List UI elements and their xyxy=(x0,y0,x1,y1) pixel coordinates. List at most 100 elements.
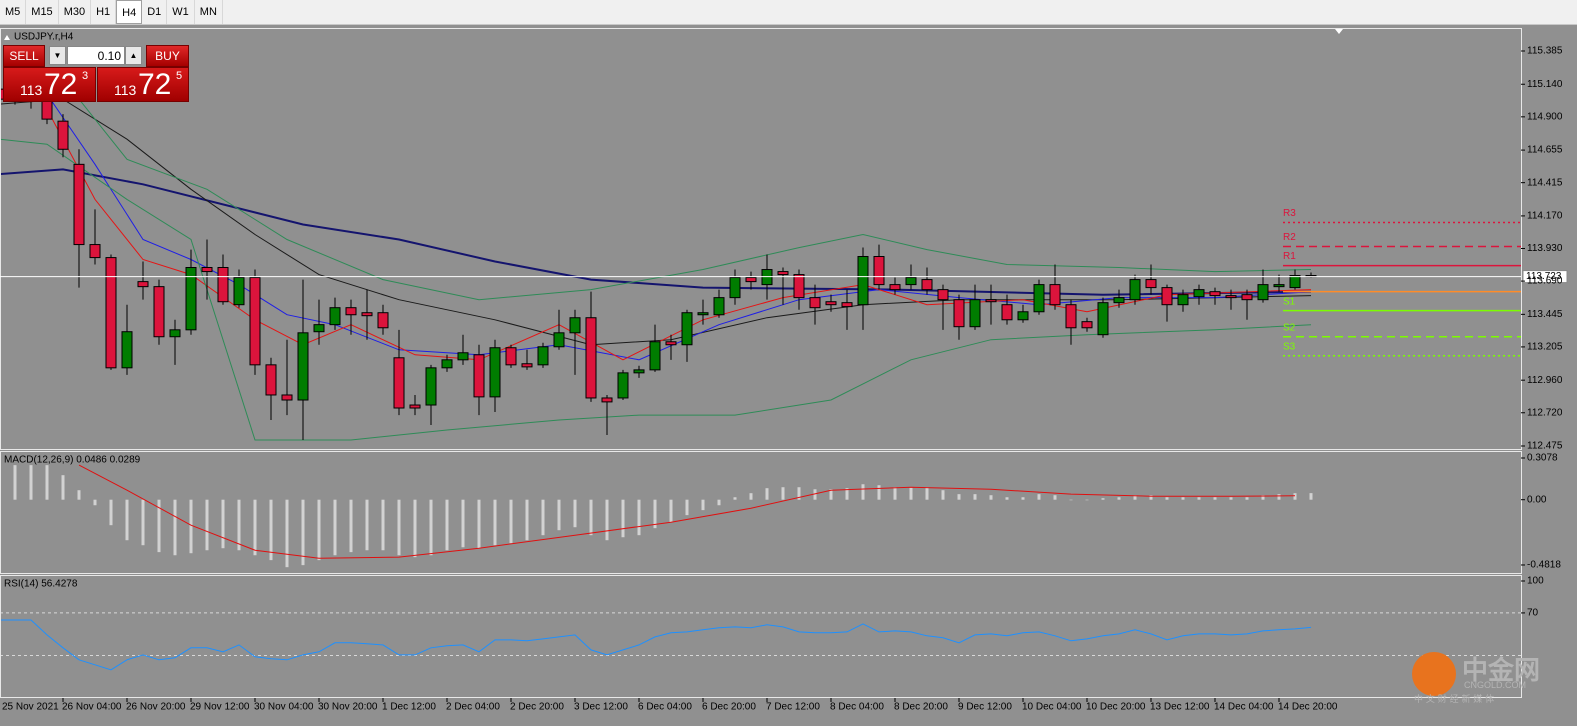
candle-body xyxy=(393,357,405,409)
macd-bar xyxy=(925,487,929,500)
pivot-label: S3 xyxy=(1283,341,1296,352)
rsi-panel-frame xyxy=(0,575,1522,698)
y-tick-label: 115.385 xyxy=(1527,46,1563,57)
macd-bar xyxy=(541,499,545,536)
macd-bar xyxy=(733,497,737,500)
x-tick-label: 14 Dec 04:00 xyxy=(1214,702,1274,713)
x-tick-label: 25 Nov 2021 xyxy=(2,702,59,713)
candle-body xyxy=(73,163,85,246)
macd-bar xyxy=(1245,497,1249,500)
lot-down[interactable]: ▼ xyxy=(49,46,66,65)
x-tick-label: 8 Dec 20:00 xyxy=(894,702,948,713)
bid-box[interactable]: 113 72 3 xyxy=(3,67,96,102)
timeframe-button[interactable]: M30 xyxy=(59,0,92,24)
candle-body xyxy=(377,312,389,329)
macd-bar xyxy=(381,499,385,551)
y-tick-label: 114.900 xyxy=(1527,111,1563,122)
y-tick-label: 115.140 xyxy=(1527,79,1563,90)
macd-bar xyxy=(557,499,561,531)
sell-button[interactable]: SELL xyxy=(3,45,45,67)
candle-body xyxy=(521,363,533,368)
macd-bar xyxy=(253,499,257,556)
ask-box[interactable]: 113 72 5 xyxy=(97,67,189,102)
y-tick-label: 112.720 xyxy=(1527,407,1563,418)
macd-bar xyxy=(1101,498,1105,500)
candle-body xyxy=(345,307,357,316)
bid-big: 113 xyxy=(20,82,43,98)
watermark: 中金网 CNGOLD.COM 中 文 财 经 新 媒 体 xyxy=(1412,650,1572,705)
x-tick-label: 1 Dec 12:00 xyxy=(382,702,436,713)
macd-bar xyxy=(1261,495,1265,500)
candle-body xyxy=(1209,291,1221,297)
y-tick-label: 0.00 xyxy=(1527,494,1547,505)
candle-body xyxy=(713,297,725,316)
macd-bar xyxy=(941,490,945,500)
candle-body xyxy=(265,364,277,396)
macd-bar xyxy=(365,499,369,551)
y-tick-label: 113.205 xyxy=(1527,342,1563,353)
candle-body xyxy=(601,397,613,403)
macd-bar xyxy=(429,499,433,556)
buy-button[interactable]: BUY xyxy=(146,45,189,67)
timeframe-button[interactable]: M5 xyxy=(0,0,27,24)
timeframe-button[interactable]: D1 xyxy=(142,0,168,24)
candle-body xyxy=(1097,302,1109,336)
candle-body xyxy=(969,299,981,328)
symbol-title: USDJPY.r,H4 xyxy=(14,32,74,43)
candle-body xyxy=(473,354,485,398)
x-tick-label: 14 Dec 20:00 xyxy=(1278,702,1338,713)
x-tick-label: 10 Dec 20:00 xyxy=(1086,702,1146,713)
candle-body xyxy=(329,307,341,326)
x-tick-label: 8 Dec 04:00 xyxy=(830,702,884,713)
candle-body xyxy=(633,369,645,374)
candle-body xyxy=(873,256,885,286)
candle-body xyxy=(857,256,869,306)
x-tick-label: 13 Dec 12:00 xyxy=(1150,702,1210,713)
macd-bar xyxy=(1181,497,1185,500)
x-tick-label: 30 Nov 04:00 xyxy=(254,702,314,713)
candle-body xyxy=(137,281,149,288)
candle-body xyxy=(553,332,565,348)
x-tick-label: 3 Dec 12:00 xyxy=(574,702,628,713)
candle-body xyxy=(889,284,901,291)
macd-bar xyxy=(349,499,353,553)
timeframe-button[interactable]: H4 xyxy=(116,0,143,24)
x-tick-label: 10 Dec 04:00 xyxy=(1022,702,1082,713)
macd-bar xyxy=(845,488,849,500)
y-tick-label: 114.170 xyxy=(1527,211,1563,222)
candle-body xyxy=(281,394,293,401)
macd-bar xyxy=(141,499,145,546)
candle-body xyxy=(937,289,949,301)
macd-bar xyxy=(1213,497,1217,500)
x-tick-label: 6 Dec 04:00 xyxy=(638,702,692,713)
candle-body xyxy=(585,317,597,399)
macd-bar xyxy=(701,499,705,511)
y-tick-label: 114.415 xyxy=(1527,177,1563,188)
macd-bar xyxy=(397,499,401,556)
pivot-label: R3 xyxy=(1283,208,1296,219)
macd-bar xyxy=(77,490,81,500)
timeframe-button[interactable]: H1 xyxy=(91,0,117,24)
x-tick-label: 29 Nov 12:00 xyxy=(190,702,250,713)
watermark-site: CNGOLD.COM xyxy=(1464,680,1527,690)
y-tick-label: 114.655 xyxy=(1527,145,1563,156)
macd-bar xyxy=(477,499,481,549)
macd-bar xyxy=(1037,494,1041,500)
timeframe-button[interactable]: W1 xyxy=(167,0,195,24)
macd-bar xyxy=(205,499,209,551)
macd-bar xyxy=(269,499,273,561)
macd-bar xyxy=(413,499,417,558)
lot-field[interactable]: 0.10 xyxy=(67,46,125,65)
candle-body xyxy=(1257,284,1269,301)
macd-bar xyxy=(317,499,321,561)
candle-body xyxy=(841,302,853,308)
timeframe-button[interactable]: M15 xyxy=(26,0,59,24)
candle-body xyxy=(697,312,709,316)
shift-marker xyxy=(1335,29,1343,34)
lot-up[interactable]: ▲ xyxy=(125,46,142,65)
timeframe-button[interactable]: MN xyxy=(195,0,223,24)
candle-body xyxy=(665,341,677,346)
bid-main: 72 xyxy=(44,68,78,101)
macd-bar xyxy=(221,499,225,549)
macd-panel-frame xyxy=(0,451,1522,574)
